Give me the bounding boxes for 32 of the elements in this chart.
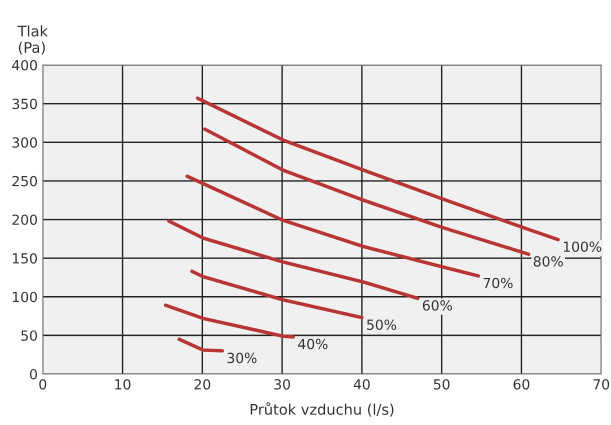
line-series	[190, 270, 364, 320]
x-axis-title: Průtok vzduchu (l/s)	[250, 402, 394, 417]
line-series	[167, 219, 420, 300]
y-tick-label: 350	[12, 98, 37, 110]
y-tick-label: 150	[12, 253, 37, 264]
x-tick-label: 50	[434, 379, 450, 390]
x-tick-label: 70	[594, 379, 610, 390]
line-series	[185, 174, 480, 278]
y-tick-label: 400	[12, 60, 37, 70]
y-tick-label: 250	[12, 176, 37, 186]
y-tick-label: 300	[12, 137, 37, 148]
series-label: 80%	[534, 256, 563, 267]
x-tick-label: 0	[39, 379, 46, 390]
series-label: 40%	[298, 338, 328, 350]
line-series	[164, 304, 296, 339]
series-label: 50%	[367, 319, 396, 330]
x-tick-label: 30	[274, 379, 290, 390]
y-tick-label: 50	[21, 330, 37, 341]
line-series	[196, 96, 560, 242]
y-tick-label: 200	[12, 214, 37, 225]
y-tick-label: 0	[30, 368, 37, 380]
x-tick-label: 40	[354, 379, 370, 390]
y-axis-title: Tlak (Pa)	[18, 25, 48, 55]
x-tick-label: 60	[514, 379, 530, 390]
series-label: 100%	[564, 241, 602, 252]
y-tick-label: 100	[12, 292, 37, 302]
series-label: 60%	[422, 300, 452, 311]
series-label: 70%	[484, 278, 513, 288]
line-series	[202, 127, 530, 256]
x-tick-label: 10	[115, 379, 130, 390]
series-label: 30%	[228, 352, 257, 364]
x-tick-label: 20	[194, 379, 210, 390]
